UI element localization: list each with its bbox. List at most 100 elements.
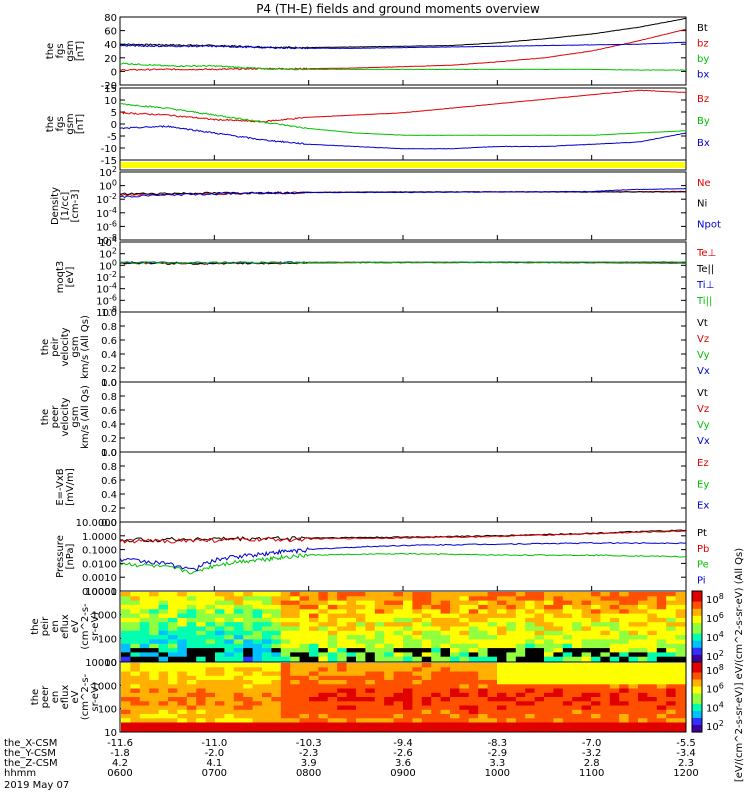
heatmap-cell: [591, 680, 601, 685]
heatmap-cell: [609, 667, 620, 673]
heatmap-cell: [572, 596, 583, 602]
colorbar-step: [692, 672, 702, 677]
heatmap-cell: [205, 726, 216, 732]
heatmap-cell: [600, 643, 611, 649]
axis-row-label: the_Y-CSM: [4, 748, 56, 759]
heatmap-cell: [158, 596, 169, 602]
heatmap-cell: [515, 630, 526, 636]
heatmap-cell: [450, 617, 460, 623]
heatmap-cell: [525, 643, 536, 649]
heatmap-cell: [309, 617, 319, 623]
heatmap-cell: [384, 626, 395, 632]
heatmap-cell: [318, 630, 329, 636]
heatmap-cell: [215, 626, 225, 632]
heatmap-cell: [562, 617, 573, 623]
y-axis-label: gsm: [65, 40, 76, 61]
heatmap-cell: [280, 609, 291, 615]
heatmap-cell: [318, 617, 329, 623]
heatmap-cell: [327, 635, 338, 640]
heatmap-cell: [431, 656, 442, 662]
heatmap-cell: [534, 635, 545, 640]
heatmap-cell: [139, 701, 150, 707]
heatmap-cell: [365, 648, 376, 653]
heatmap-cell: [168, 697, 178, 702]
heatmap-cell: [177, 630, 188, 636]
heatmap-cell: [299, 671, 310, 677]
heatmap-cell: [525, 709, 536, 715]
heatmap-cell: [139, 722, 150, 728]
heatmap-cell: [506, 671, 517, 677]
heatmap-cell: [628, 596, 639, 602]
heatmap-cell: [675, 675, 686, 681]
heatmap-cell: [468, 709, 479, 715]
heatmap-cell: [149, 630, 160, 636]
heatmap-cell: [412, 697, 423, 702]
heatmap-cell: [215, 697, 225, 702]
heatmap-cell: [309, 718, 319, 724]
heatmap-cell: [233, 635, 244, 640]
heatmap-cell: [553, 697, 564, 702]
axis-row-label: hhmm: [4, 768, 36, 779]
heatmap-cell: [412, 648, 423, 653]
heatmap-cell: [656, 600, 667, 606]
heatmap-cell: [196, 609, 207, 615]
y-axis-label: peer: [50, 405, 61, 429]
heatmap-cell: [440, 680, 451, 685]
heatmap-cell: [572, 726, 583, 732]
heatmap-cell: [553, 635, 564, 640]
heatmap-cell: [628, 656, 639, 662]
heatmap-cell: [609, 643, 620, 649]
heatmap-cell: [290, 726, 301, 732]
heatmap-cell: [647, 596, 658, 602]
heatmap-cell: [327, 652, 338, 658]
heatmap-cell: [553, 643, 564, 649]
heatmap-cell: [346, 705, 357, 711]
heatmap-cell: [478, 604, 489, 610]
heatmap-cell: [591, 626, 601, 632]
heatmap-cell: [290, 592, 301, 597]
heatmap-cell: [186, 596, 197, 602]
heatmap-cell: [280, 592, 291, 597]
heatmap-cell: [224, 667, 235, 673]
y-axis-label: [mV/m]: [65, 468, 76, 506]
heatmap-cell: [205, 643, 216, 649]
heatmap-cell: [318, 643, 329, 649]
heatmap-cell: [299, 648, 310, 653]
heatmap-cell: [205, 596, 216, 602]
y-tick-label: 80: [104, 13, 117, 24]
colorbar-label: [eV/(cm^2-s-sr-eV)] eV/(cm^2-s-sr-eV) (A…: [734, 548, 745, 782]
heatmap-cell: [628, 648, 639, 653]
heatmap-cell: [459, 635, 470, 640]
heatmap-cell: [327, 688, 338, 694]
legend-item: Vy: [697, 420, 710, 431]
heatmap-cell: [149, 648, 160, 653]
heatmap-cell: [562, 626, 573, 632]
heatmap-cell: [233, 622, 244, 627]
heatmap-cell: [440, 688, 451, 694]
heatmap-cell: [262, 626, 272, 632]
heatmap-cell: [534, 600, 545, 606]
y-axis-label: (cm^2-s-: [80, 673, 91, 720]
heatmap-cell: [581, 596, 592, 602]
heatmap-cell: [544, 635, 554, 640]
heatmap-cell: [497, 688, 507, 694]
heatmap-cell: [638, 663, 648, 668]
heatmap-cell: [487, 718, 498, 724]
heatmap-cell: [421, 684, 432, 690]
heatmap-cell: [506, 648, 517, 653]
heatmap-cell: [149, 622, 160, 627]
heatmap-cell: [224, 697, 235, 702]
heatmap-cell: [421, 592, 432, 597]
heatmap-cell: [233, 626, 244, 632]
heatmap-cell: [356, 714, 366, 719]
heatmap-cell: [299, 626, 310, 632]
heatmap-cell: [412, 613, 423, 619]
heatmap-cell: [638, 626, 648, 632]
heatmap-cell: [393, 596, 404, 602]
heatmap-cell: [656, 630, 667, 636]
heatmap-cell: [280, 663, 291, 668]
heatmap-cell: [271, 663, 282, 668]
heatmap-cell: [327, 667, 338, 673]
axis-row-value: -3.4: [676, 748, 696, 759]
heatmap-cell: [628, 714, 639, 719]
